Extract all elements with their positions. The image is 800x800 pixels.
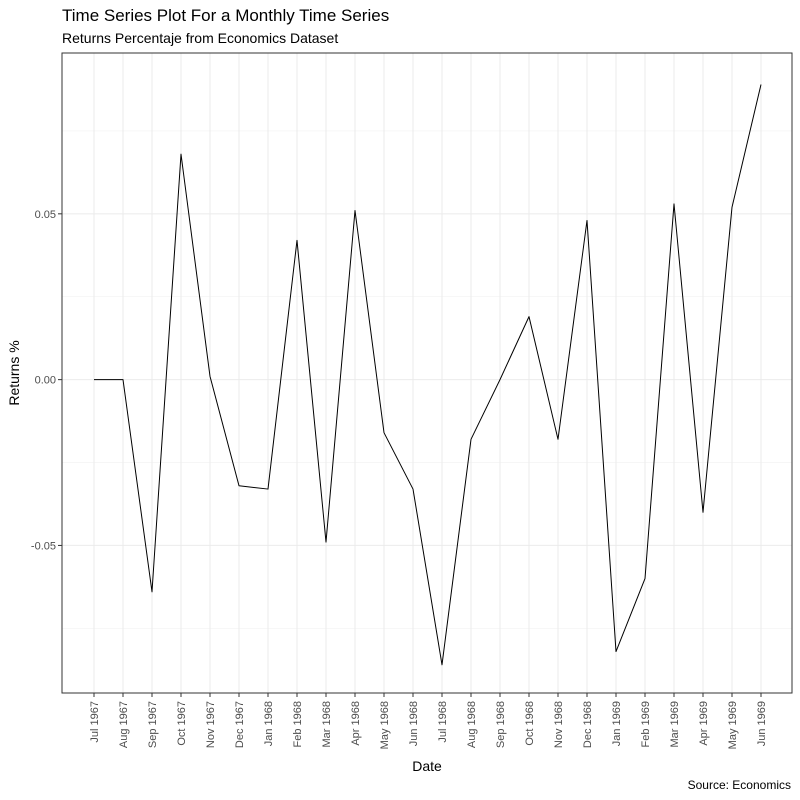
x-tick-label: Oct 1968 bbox=[524, 701, 536, 746]
x-tick-label: Nov 1968 bbox=[553, 701, 565, 748]
x-tick-label: Dec 1968 bbox=[582, 701, 594, 748]
x-tick-label: Mar 1969 bbox=[669, 701, 681, 747]
x-tick-label: May 1969 bbox=[727, 701, 739, 749]
y-tick-label: 0.00 bbox=[35, 375, 56, 387]
x-tick-label: Jul 1967 bbox=[89, 701, 101, 743]
x-tick-label: Apr 1969 bbox=[698, 701, 710, 746]
x-tick-label: Aug 1967 bbox=[118, 701, 130, 748]
chart-caption: Source: Economics bbox=[687, 778, 791, 792]
x-tick-label: Jun 1968 bbox=[408, 701, 420, 746]
y-tick-label: 0.05 bbox=[35, 209, 56, 221]
x-tick-label: Feb 1969 bbox=[640, 701, 652, 747]
x-tick-label: Nov 1967 bbox=[205, 701, 217, 748]
y-tick-label: -0.05 bbox=[31, 540, 56, 552]
chart-subtitle: Returns Percentaje from Economics Datase… bbox=[62, 30, 339, 46]
x-tick-label: Dec 1967 bbox=[234, 701, 246, 748]
x-tick-label: Feb 1968 bbox=[292, 701, 304, 747]
x-tick-label: Jan 1969 bbox=[611, 701, 623, 746]
x-tick-label: Oct 1967 bbox=[176, 701, 188, 746]
panel-border bbox=[61, 52, 793, 694]
grid-lines bbox=[62, 53, 792, 693]
y-axis-title: Returns % bbox=[6, 340, 22, 405]
x-tick-label: Apr 1968 bbox=[350, 701, 362, 746]
x-tick-label: Jun 1969 bbox=[756, 701, 768, 746]
x-tick-label: Sep 1967 bbox=[147, 701, 159, 748]
x-axis: Jul 1967 Aug 1967 Sep 1967 Oct 1967 Nov 1967… bbox=[89, 693, 768, 749]
x-tick-label: Sep 1968 bbox=[495, 701, 507, 748]
x-tick-label: Jul 1968 bbox=[437, 701, 449, 743]
chart-title: Time Series Plot For a Monthly Time Seri… bbox=[62, 6, 390, 25]
x-tick-label: Mar 1968 bbox=[321, 701, 333, 747]
y-axis: -0.05 0.00 0.05 bbox=[31, 209, 62, 552]
series-line bbox=[94, 84, 762, 666]
x-axis-title: Date bbox=[412, 758, 442, 774]
x-tick-label: Aug 1968 bbox=[466, 701, 478, 748]
x-tick-label: Jan 1968 bbox=[263, 701, 275, 746]
x-tick-label: May 1968 bbox=[379, 701, 391, 749]
series-layer bbox=[94, 84, 762, 666]
